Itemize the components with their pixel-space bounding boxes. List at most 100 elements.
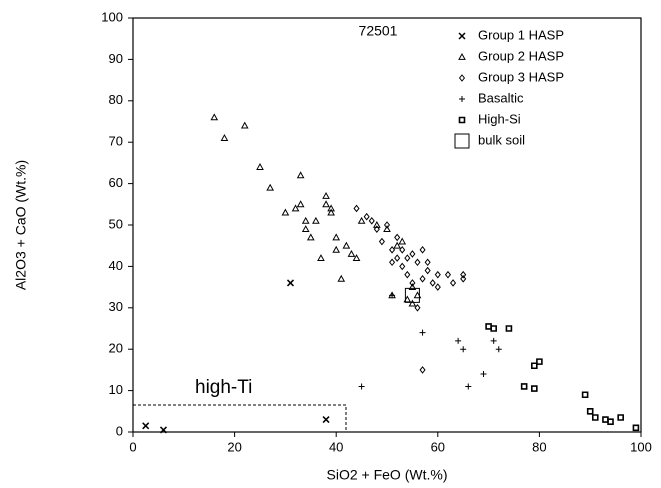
data-point [632,424,640,432]
data-point [586,408,594,415]
data-point [602,416,609,423]
data-point [404,254,411,262]
data-point [485,323,492,330]
data-point [291,204,300,212]
data-point [607,418,614,425]
data-point [322,200,330,208]
data-point [414,303,421,312]
x-tick-label: 40 [329,439,343,454]
y-tick-label: 20 [109,341,123,356]
data-point [455,337,462,344]
x-tick-label: 20 [227,439,241,454]
y-tick-label: 100 [101,9,123,24]
data-point [460,275,467,283]
data-point [520,383,528,390]
y-tick-label: 60 [109,175,123,190]
data-point [347,249,356,257]
data-point [372,220,381,228]
data-point [460,270,467,279]
legend-label: Group 3 HASP [478,69,564,84]
data-point [357,216,366,224]
data-point [337,274,346,282]
data-point [408,299,417,307]
data-point [342,241,351,249]
legend-label: Group 1 HASP [478,27,564,42]
data-point [301,225,310,233]
y-tick-label: 90 [109,51,123,66]
data-point [419,329,426,336]
y-tick-label: 10 [109,382,123,397]
y-tick-label: 80 [109,92,123,107]
data-point [490,325,497,332]
sample-label: 72501 [359,23,398,39]
data-point [142,422,150,430]
data-point [434,283,441,291]
x-axis-label: SiO2 + FeO (Wt.%) [327,467,448,483]
legend-marker [454,133,470,149]
data-point [404,287,420,303]
data-point [591,414,599,421]
data-point [531,385,538,392]
data-point [352,254,361,262]
data-point [409,250,416,258]
data-point [281,208,290,216]
data-point [419,275,426,283]
legend-marker [458,32,466,40]
data-point [383,221,391,229]
data-point [408,283,417,290]
data-point [429,279,436,287]
data-point [399,246,406,254]
legend-label: Group 2 HASP [478,48,564,63]
data-point [332,233,341,241]
data-point [383,225,391,233]
data-point [317,254,325,262]
data-point [368,217,375,225]
data-point [404,270,411,279]
data-point [332,245,341,253]
x-tick-label: 60 [431,439,445,454]
data-point [531,362,538,370]
data-point [460,346,467,353]
data-point [327,208,335,216]
y-tick-label: 0 [116,423,123,438]
data-point [266,183,275,191]
data-point [490,337,497,344]
data-point [296,200,305,208]
x-tick-label: 80 [532,439,546,454]
data-point [424,258,431,267]
data-point [394,233,401,242]
data-point [419,246,426,254]
data-point [424,266,431,275]
y-tick-label: 30 [109,299,123,314]
data-point [312,216,320,224]
data-point [301,216,310,224]
data-point [389,246,396,254]
data-point [327,204,335,212]
data-point [358,383,365,390]
data-point [419,366,426,374]
data-point [536,358,543,365]
data-point [398,237,407,245]
data-point [286,279,295,287]
data-point [322,416,330,424]
data-point [393,241,402,249]
high-ti-region [132,404,347,433]
data-point [240,121,249,129]
data-point [505,325,513,332]
data-point [373,225,380,233]
data-point [399,262,406,271]
data-point [617,414,624,421]
x-tick-label: 100 [630,439,652,454]
y-tick-label: 70 [109,134,123,149]
data-point [378,237,385,246]
data-point [159,426,168,434]
data-point [363,212,370,221]
legend-marker [458,74,466,82]
data-point [581,391,589,399]
data-point [444,270,452,279]
legend-label: bulk soil [478,132,525,147]
y-tick-label: 50 [109,216,123,231]
legend-marker [458,116,466,124]
data-point [409,279,416,287]
